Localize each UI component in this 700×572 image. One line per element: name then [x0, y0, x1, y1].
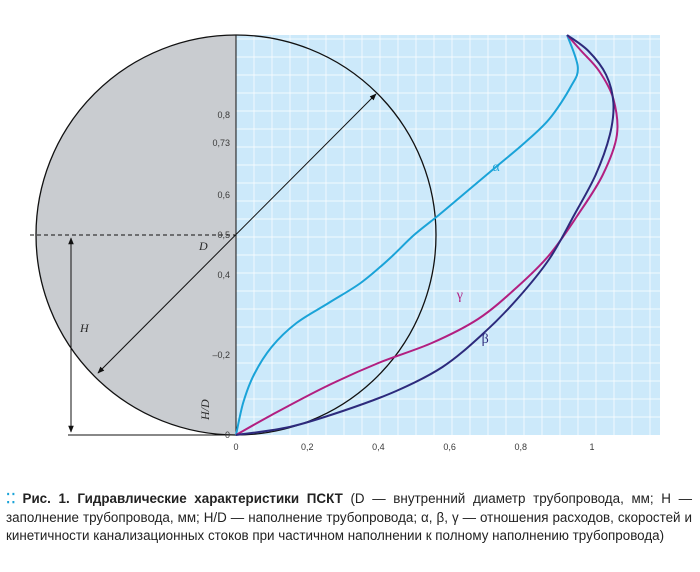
- x-tick-label: 0: [233, 442, 238, 452]
- x-tick-label: 0,6: [443, 442, 456, 452]
- caption-body: (D — внутренний диаметр трубопровода, мм…: [6, 491, 692, 543]
- y-axis-label: H/D: [198, 399, 212, 421]
- series-label-3: β: [482, 332, 489, 347]
- series-line-3: [235, 34, 615, 436]
- series-labels: α γ β: [456, 160, 501, 347]
- series-line-2: [235, 34, 619, 436]
- y-tick-label: 0,5: [217, 230, 230, 240]
- x-tick-label: 0,4: [372, 442, 385, 452]
- plot-area: [236, 35, 660, 435]
- y-axis-ticks: 0,8 0,73 0,6 0,5 0,4 –0,2 0: [212, 110, 230, 440]
- y-tick-label: 0,73: [212, 138, 230, 148]
- x-tick-label: 0,2: [301, 442, 314, 452]
- chart: 0,8 0,73 0,6 0,5 0,4 –0,2 0 0 0,2 0,4 0,6 0,8 1 D H…: [30, 34, 660, 452]
- figure: 0,8 0,73 0,6 0,5 0,4 –0,2 0 0 0,2 0,4 0,6 0,8 1 D H…: [6, 34, 692, 543]
- series-label-1: α: [492, 160, 500, 175]
- x-tick-label: 1: [589, 442, 594, 452]
- y-tick-label: –0,2: [212, 350, 230, 360]
- y-tick-label: 0,4: [217, 270, 230, 280]
- caption-marker-icon: ⁚⁚: [6, 491, 17, 506]
- y-tick-label: 0,6: [217, 190, 230, 200]
- diameter-arrow: [97, 93, 377, 374]
- curves: [235, 34, 619, 436]
- figure-caption: ⁚⁚ Рис. 1. Гидравлические характеристики …: [6, 490, 692, 546]
- diameter-label: D: [198, 239, 208, 253]
- x-tick-label: 0,8: [515, 442, 528, 452]
- caption-figure-label: Рис. 1.: [22, 491, 70, 506]
- series-line-1: [235, 34, 579, 436]
- series-label-2: γ: [456, 288, 463, 303]
- x-axis-ticks: 0 0,2 0,4 0,6 0,8 1: [233, 442, 594, 452]
- height-label: H: [79, 321, 90, 335]
- y-tick-label: 0,8: [217, 110, 230, 120]
- caption-title: Гидравлические характеристики ПСКТ: [77, 491, 343, 506]
- y-tick-label: 0: [225, 430, 230, 440]
